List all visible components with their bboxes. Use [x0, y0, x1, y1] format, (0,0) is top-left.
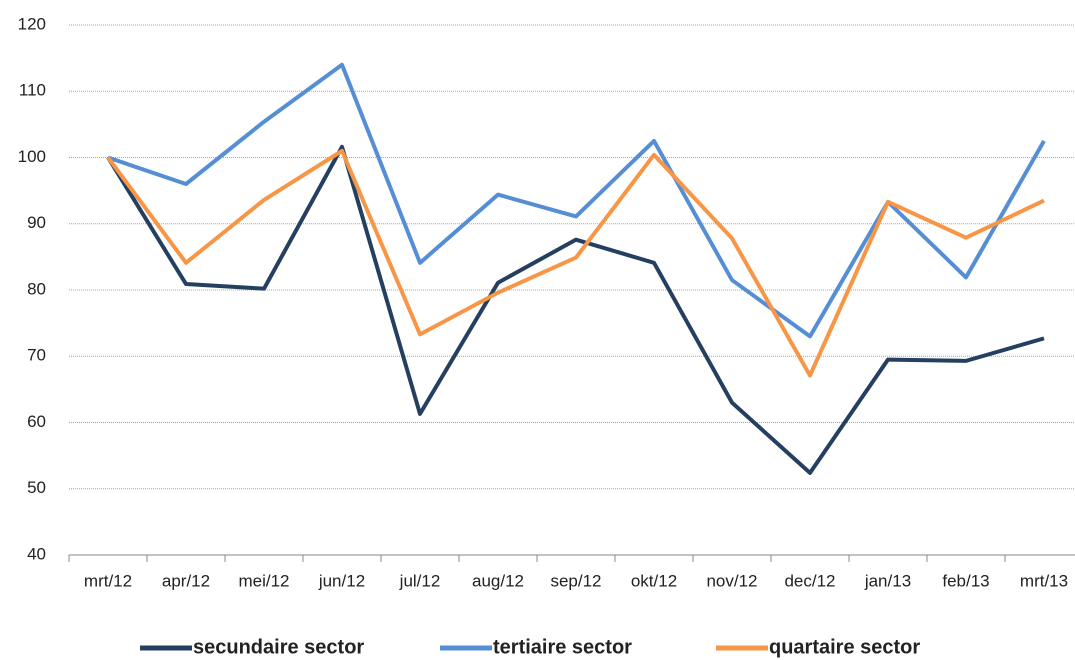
- x-tick-label: aug/12: [472, 571, 524, 590]
- y-tick-label: 110: [19, 81, 46, 100]
- x-tick-label: jan/13: [864, 571, 911, 590]
- y-tick-label: 60: [27, 412, 46, 431]
- x-tick-label: mei/12: [238, 571, 289, 590]
- series-line: [106, 148, 1045, 378]
- x-tick-label: apr/12: [162, 571, 210, 590]
- x-tick-label: feb/13: [942, 571, 989, 590]
- series-line: [106, 144, 1045, 475]
- y-tick-label: 40: [27, 544, 46, 563]
- x-tick-label: mrt/12: [84, 571, 132, 590]
- x-tick-label: sep/12: [550, 571, 601, 590]
- y-tick-label: 100: [18, 147, 46, 166]
- y-tick-label: 70: [27, 346, 46, 365]
- y-tick-label: 50: [27, 478, 46, 497]
- x-tick-label: jul/12: [399, 571, 441, 590]
- legend-label: quartaire sector: [769, 636, 920, 658]
- x-tick-label: nov/12: [706, 571, 757, 590]
- legend-label: tertiaire sector: [493, 636, 632, 658]
- x-tick-label: jun/12: [318, 571, 365, 590]
- legend-label: secundaire sector: [193, 636, 364, 658]
- x-tick-label: mrt/13: [1020, 571, 1068, 590]
- y-tick-label: 120: [18, 14, 46, 33]
- x-tick-label: dec/12: [784, 571, 835, 590]
- series-line: [107, 62, 1046, 339]
- x-tick-label: okt/12: [631, 571, 677, 590]
- y-tick-label: 90: [27, 213, 46, 232]
- y-tick-label: 80: [27, 279, 46, 298]
